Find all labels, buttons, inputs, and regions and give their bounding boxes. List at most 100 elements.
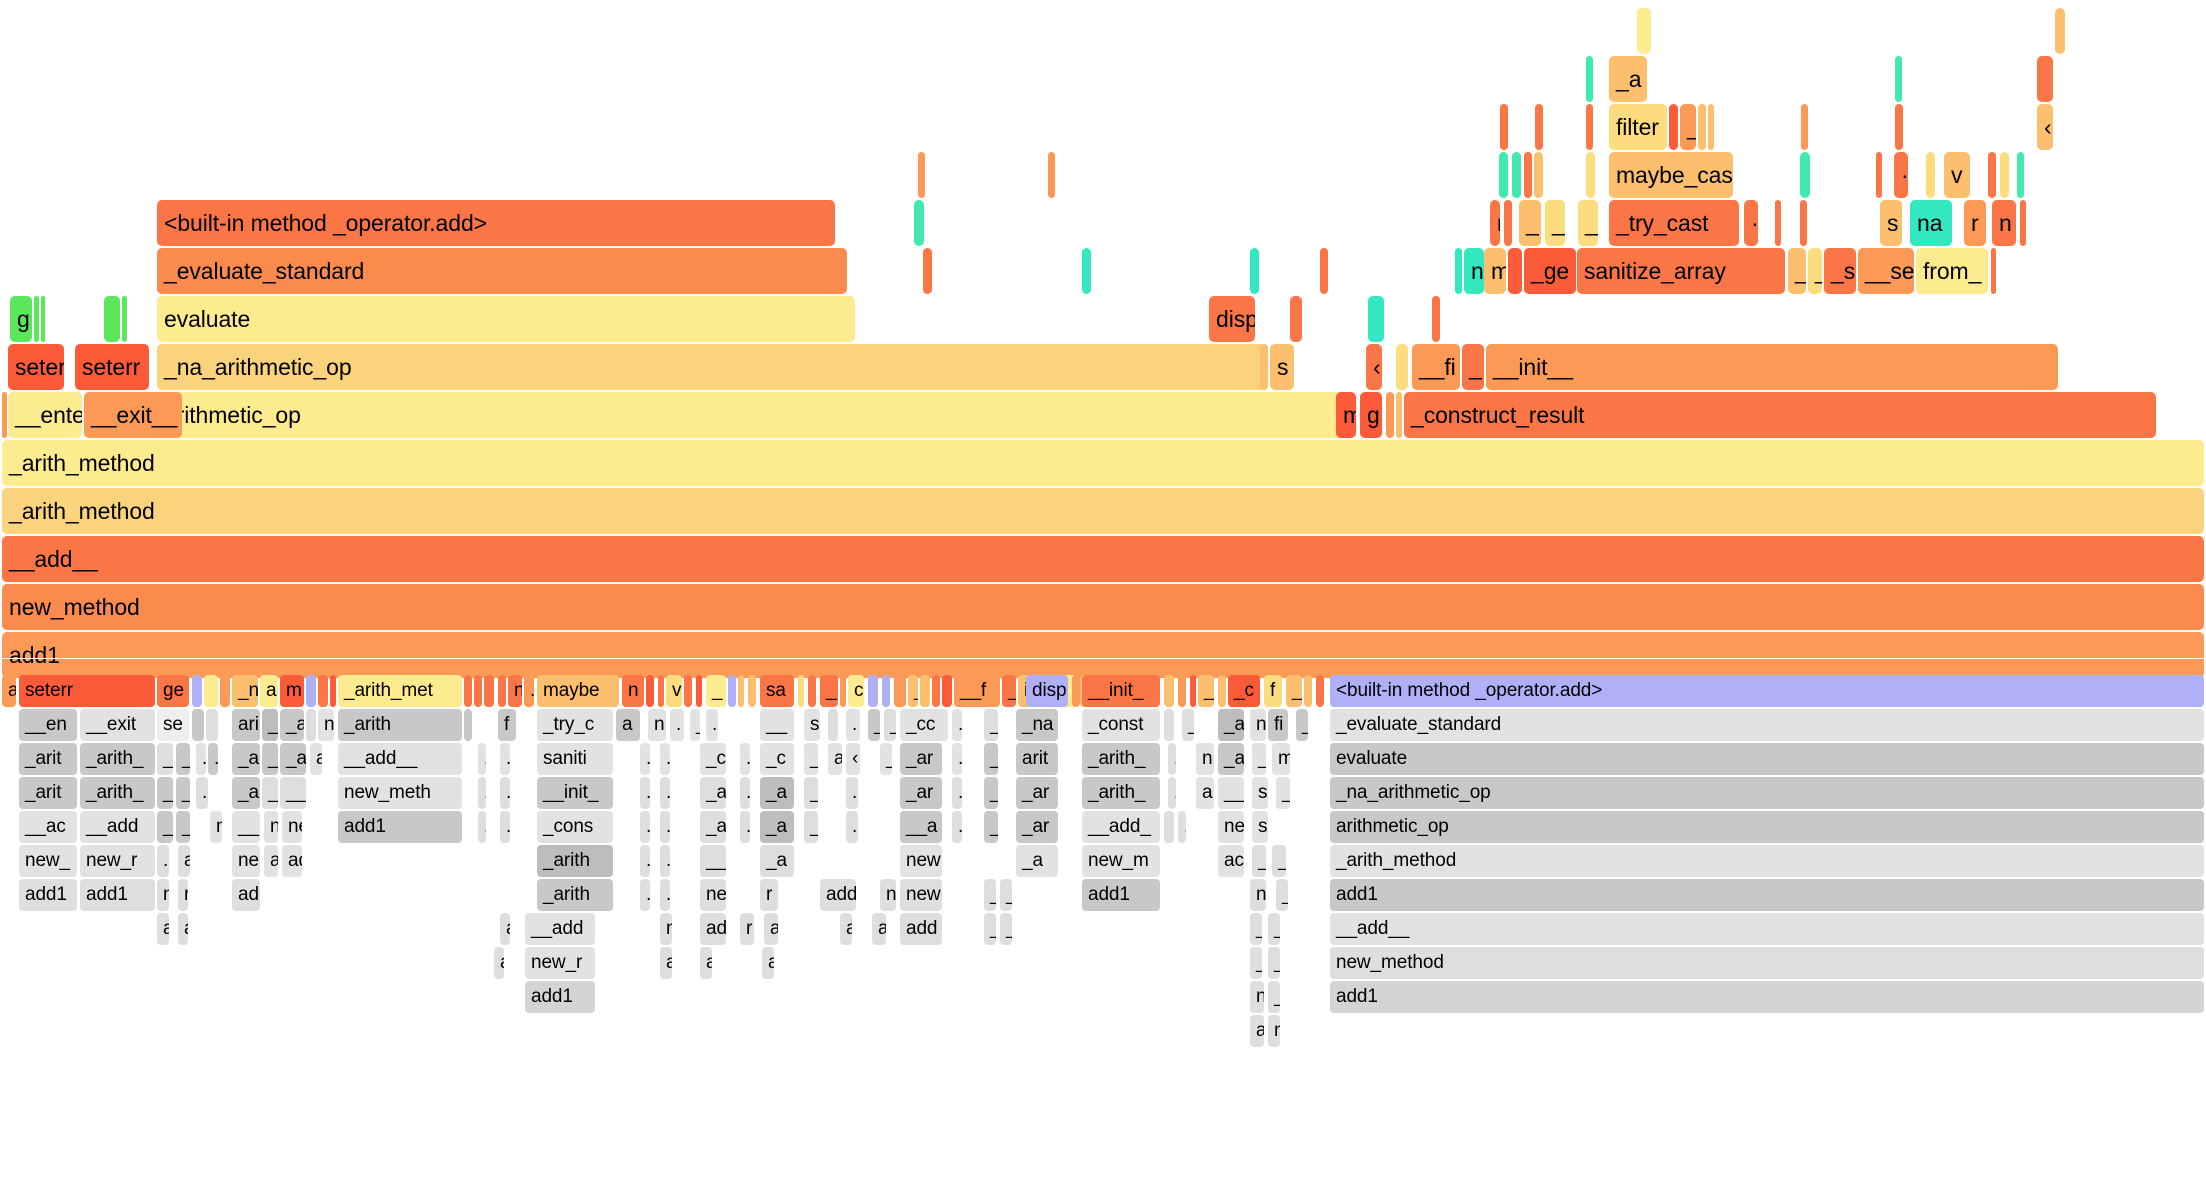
flame-frame[interactable]: g bbox=[10, 296, 32, 342]
flame-frame[interactable]: add1 bbox=[80, 879, 155, 911]
flame-frame[interactable]: a bbox=[260, 675, 278, 707]
flame-frame[interactable]: new_r bbox=[525, 947, 595, 979]
flame-frame[interactable] bbox=[2037, 56, 2053, 102]
flame-frame[interactable]: . bbox=[660, 845, 670, 877]
flame-frame[interactable] bbox=[1164, 709, 1174, 741]
flame-frame[interactable] bbox=[894, 675, 906, 707]
flame-frame[interactable] bbox=[464, 709, 472, 741]
flame-frame[interactable] bbox=[1250, 248, 1259, 294]
flame-frame[interactable] bbox=[1082, 248, 1091, 294]
flame-frame[interactable]: _ bbox=[984, 743, 998, 775]
flame-frame[interactable]: ac bbox=[1218, 845, 1244, 877]
flame-frame[interactable]: _ bbox=[1276, 777, 1290, 809]
flame-frame[interactable] bbox=[1508, 248, 1522, 294]
flame-frame[interactable]: _ bbox=[804, 743, 818, 775]
flame-frame[interactable]: . bbox=[952, 777, 962, 809]
flame-frame[interactable] bbox=[1586, 152, 1595, 198]
flame-frame[interactable] bbox=[34, 296, 39, 342]
flame-frame[interactable]: _try_cast bbox=[1609, 200, 1739, 246]
flame-frame[interactable] bbox=[474, 675, 482, 707]
flame-frame[interactable] bbox=[1926, 152, 1935, 198]
flame-frame[interactable]: _ bbox=[262, 709, 278, 741]
flame-frame[interactable]: _ge bbox=[1524, 248, 1576, 294]
flame-frame[interactable]: _ bbox=[157, 777, 173, 809]
flame-frame[interactable]: . bbox=[500, 811, 510, 843]
flame-frame[interactable] bbox=[942, 675, 952, 707]
flame-frame[interactable]: v bbox=[1944, 152, 1970, 198]
flame-frame[interactable]: n bbox=[1992, 200, 2016, 246]
flame-frame[interactable] bbox=[658, 675, 664, 707]
flame-frame[interactable]: _arith bbox=[338, 709, 462, 741]
flame-frame[interactable]: a bbox=[157, 913, 169, 945]
flame-frame[interactable]: _ bbox=[262, 777, 278, 809]
flame-frame[interactable]: m bbox=[280, 675, 304, 707]
flame-frame[interactable]: r bbox=[1964, 200, 1986, 246]
flame-frame[interactable] bbox=[923, 248, 932, 294]
flame-frame[interactable]: . bbox=[524, 675, 534, 707]
flame-frame[interactable]: n bbox=[1250, 709, 1266, 741]
flame-frame[interactable]: _ bbox=[690, 709, 700, 741]
flame-frame[interactable]: ad bbox=[282, 845, 302, 877]
flame-frame[interactable]: . bbox=[640, 879, 650, 911]
flame-frame[interactable] bbox=[1698, 104, 1706, 150]
flame-frame[interactable]: _ bbox=[1272, 845, 1286, 877]
flame-frame[interactable]: . bbox=[952, 709, 962, 741]
flame-frame[interactable]: from_ bbox=[1916, 248, 1988, 294]
flamegraph-overview-view[interactable]: aseterrge_nam_arith_metn.maybenv_sa_c___… bbox=[0, 660, 2206, 1198]
flame-frame[interactable]: _ bbox=[1545, 200, 1565, 246]
flame-frame[interactable]: _arith_ bbox=[1082, 743, 1160, 775]
flame-frame[interactable]: . bbox=[660, 777, 670, 809]
flame-frame[interactable]: _na_arithmetic_op bbox=[157, 344, 1265, 390]
flame-frame[interactable] bbox=[1534, 152, 1543, 198]
flame-frame[interactable] bbox=[748, 675, 756, 707]
flame-frame[interactable]: a bbox=[660, 947, 672, 979]
flame-frame[interactable]: _ bbox=[1000, 913, 1012, 945]
flame-frame[interactable]: n bbox=[157, 879, 169, 911]
flame-frame[interactable]: . bbox=[1178, 811, 1186, 843]
flame-frame[interactable]: seterr bbox=[75, 344, 149, 390]
flame-frame[interactable]: . bbox=[740, 811, 750, 843]
flame-frame[interactable]: . bbox=[846, 777, 858, 809]
flame-frame[interactable]: add1 bbox=[525, 981, 595, 1013]
flame-frame[interactable]: . bbox=[846, 709, 860, 741]
flame-frame[interactable]: _c bbox=[700, 743, 726, 775]
flame-frame[interactable]: _c bbox=[1228, 675, 1260, 707]
flame-frame[interactable]: . bbox=[640, 845, 650, 877]
flame-frame[interactable]: m bbox=[1272, 743, 1290, 775]
flame-frame[interactable]: . bbox=[640, 743, 650, 775]
flame-frame[interactable]: s bbox=[1880, 200, 1902, 246]
flame-frame[interactable]: _ bbox=[176, 777, 190, 809]
flame-frame[interactable]: g bbox=[1360, 392, 1382, 438]
flame-frame[interactable]: _ bbox=[804, 811, 818, 843]
flame-frame[interactable]: . bbox=[670, 709, 684, 741]
flame-frame[interactable]: . bbox=[157, 845, 169, 877]
flame-frame[interactable]: add1 bbox=[338, 811, 462, 843]
flame-frame[interactable] bbox=[306, 675, 316, 707]
flame-frame[interactable] bbox=[498, 675, 506, 707]
flame-frame[interactable]: s bbox=[1252, 811, 1268, 843]
flame-frame[interactable] bbox=[1586, 104, 1593, 150]
flame-frame[interactable] bbox=[1260, 344, 1268, 390]
flame-frame[interactable]: _a bbox=[1016, 845, 1058, 877]
flame-frame[interactable]: _arith_met bbox=[338, 675, 462, 707]
flame-frame[interactable]: filter bbox=[1609, 104, 1667, 150]
flame-frame[interactable]: seterr bbox=[19, 675, 155, 707]
flame-frame[interactable]: a bbox=[872, 913, 886, 945]
flame-frame[interactable] bbox=[738, 675, 744, 707]
flame-frame[interactable]: new_method bbox=[2, 584, 2204, 630]
flame-frame[interactable]: disp bbox=[1209, 296, 1255, 342]
flame-frame[interactable]: a bbox=[840, 913, 852, 945]
flame-frame[interactable]: __add__ bbox=[2, 536, 2204, 582]
flame-frame[interactable]: __f bbox=[954, 675, 1000, 707]
flame-frame[interactable]: _ar bbox=[1016, 811, 1058, 843]
flame-frame[interactable] bbox=[1895, 104, 1903, 150]
flame-frame[interactable]: n bbox=[210, 811, 222, 843]
flame-frame[interactable]: _cons bbox=[537, 811, 613, 843]
flame-frame[interactable] bbox=[192, 709, 204, 741]
flame-frame[interactable]: _ bbox=[984, 777, 998, 809]
flame-frame[interactable]: . bbox=[208, 743, 218, 775]
flame-frame[interactable]: _ bbox=[1268, 913, 1280, 945]
flame-frame[interactable]: a bbox=[828, 743, 842, 775]
flame-frame[interactable]: __exit bbox=[80, 709, 155, 741]
flame-frame[interactable]: . bbox=[846, 811, 858, 843]
